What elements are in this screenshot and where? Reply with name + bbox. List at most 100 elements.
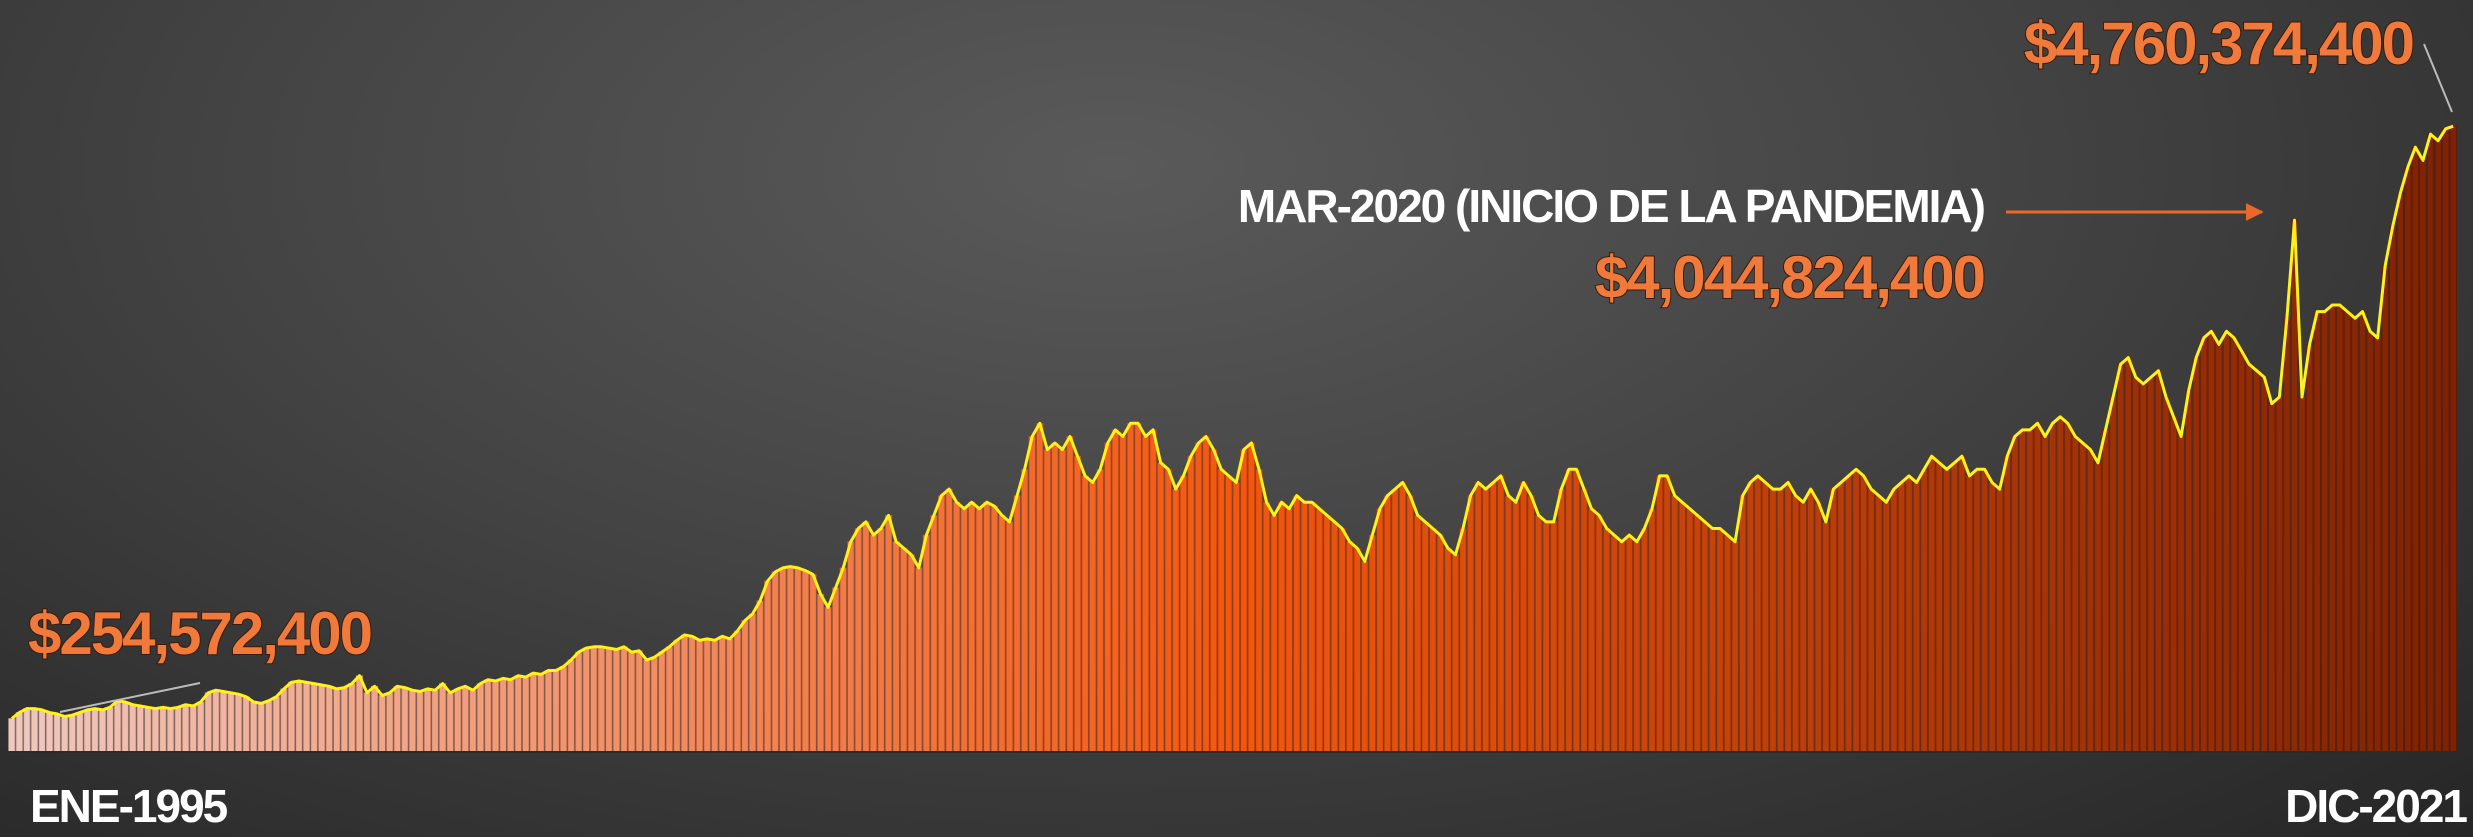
bar bbox=[711, 639, 719, 753]
bar bbox=[673, 639, 681, 753]
bar bbox=[1829, 488, 1837, 753]
bar bbox=[2237, 350, 2246, 753]
annotation-text: MAR-2020 (INICIO DE LA PANDEMIA) bbox=[1238, 180, 1985, 232]
bar bbox=[1935, 462, 1943, 753]
bar bbox=[408, 689, 416, 753]
bar bbox=[2426, 133, 2435, 753]
bar bbox=[1708, 528, 1717, 753]
bar bbox=[930, 514, 938, 753]
bar bbox=[1429, 528, 1437, 753]
bar bbox=[945, 488, 953, 753]
bar bbox=[2215, 344, 2223, 753]
bar bbox=[1587, 508, 1596, 753]
bar bbox=[1262, 501, 1271, 753]
bar bbox=[1950, 462, 1958, 753]
bar bbox=[219, 691, 228, 753]
bar bbox=[2411, 146, 2420, 753]
bar bbox=[1739, 495, 1747, 753]
bar bbox=[2162, 396, 2170, 753]
bar bbox=[612, 649, 621, 753]
bar bbox=[2056, 416, 2064, 753]
bar bbox=[1981, 468, 1989, 753]
bar bbox=[83, 709, 91, 753]
bar bbox=[1724, 534, 1732, 753]
bar bbox=[643, 659, 651, 753]
bar bbox=[2358, 311, 2367, 753]
bar bbox=[2260, 376, 2268, 753]
bar bbox=[597, 646, 605, 753]
bar bbox=[2253, 370, 2261, 753]
bar bbox=[1043, 449, 1051, 753]
bar bbox=[741, 620, 749, 753]
bar bbox=[1663, 475, 1671, 753]
bar bbox=[990, 505, 998, 753]
bar bbox=[877, 528, 885, 753]
bar bbox=[1247, 442, 1255, 753]
bar bbox=[1603, 528, 1611, 753]
bar bbox=[1807, 488, 1815, 753]
bar bbox=[98, 709, 107, 753]
bar bbox=[1920, 468, 1928, 753]
bar bbox=[605, 647, 613, 753]
bar bbox=[53, 713, 61, 753]
bar bbox=[2124, 357, 2132, 753]
bar bbox=[1119, 436, 1127, 753]
bar bbox=[1852, 468, 1860, 753]
bar bbox=[272, 696, 280, 753]
bar bbox=[302, 681, 311, 753]
bar bbox=[1021, 468, 1029, 753]
bar bbox=[1973, 468, 1981, 753]
bar bbox=[393, 685, 401, 753]
bar bbox=[680, 634, 689, 753]
bar bbox=[1421, 521, 1429, 753]
bar bbox=[2275, 396, 2283, 753]
bar bbox=[1330, 521, 1339, 753]
bar bbox=[703, 638, 711, 753]
bar bbox=[2419, 159, 2427, 753]
bar bbox=[1686, 508, 1694, 753]
bar bbox=[23, 708, 31, 753]
bar bbox=[922, 534, 930, 753]
bar bbox=[839, 567, 847, 753]
bar bbox=[189, 705, 197, 753]
bar bbox=[907, 554, 915, 753]
bar bbox=[30, 708, 39, 753]
bar bbox=[38, 709, 46, 753]
bar bbox=[1036, 422, 1044, 753]
bar bbox=[748, 613, 757, 753]
bar bbox=[2207, 330, 2215, 753]
bar bbox=[892, 541, 900, 753]
bar bbox=[1542, 521, 1550, 753]
leader-line bbox=[59, 682, 201, 713]
bar bbox=[1595, 514, 1603, 753]
bar bbox=[1323, 514, 1331, 753]
bar bbox=[318, 684, 326, 753]
bar bbox=[726, 638, 734, 753]
bar bbox=[242, 696, 250, 753]
bar bbox=[764, 580, 772, 753]
bar bbox=[1814, 501, 1822, 753]
bar bbox=[832, 587, 840, 753]
bar bbox=[2185, 390, 2193, 753]
bar bbox=[1671, 495, 1679, 753]
bar bbox=[386, 692, 394, 753]
bars bbox=[8, 125, 2457, 753]
bar bbox=[1210, 449, 1218, 753]
bar bbox=[250, 701, 258, 753]
bar bbox=[257, 702, 265, 753]
bar bbox=[363, 692, 371, 753]
bar bbox=[2442, 128, 2450, 753]
bar bbox=[786, 566, 794, 753]
bar bbox=[1308, 501, 1316, 753]
bar bbox=[975, 508, 983, 753]
bar bbox=[2389, 225, 2397, 753]
bar bbox=[1610, 534, 1618, 753]
bar bbox=[1338, 528, 1346, 753]
bar bbox=[2117, 363, 2125, 753]
bar bbox=[1837, 482, 1845, 753]
bar bbox=[869, 534, 878, 753]
bar bbox=[91, 708, 99, 753]
bar bbox=[1557, 488, 1565, 753]
bar bbox=[2071, 436, 2079, 753]
